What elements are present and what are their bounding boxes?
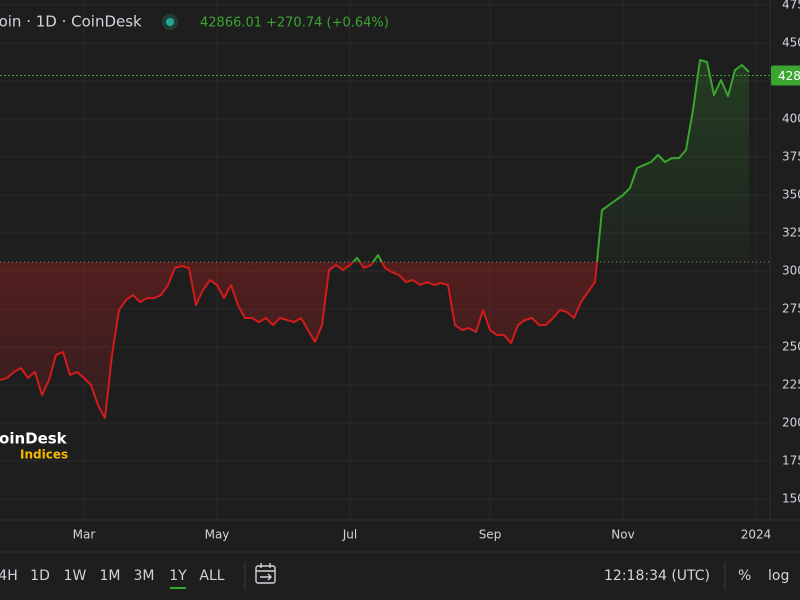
date-range-button[interactable] <box>255 563 276 584</box>
x-tick-label: May <box>205 528 230 542</box>
plot-area <box>0 59 770 419</box>
toolbar: 4H 1D 1W 1M 3M 1Y ALL <box>0 568 225 589</box>
grid <box>0 0 770 520</box>
range-button[interactable]: ALL <box>199 568 224 584</box>
y-tick-label: 22500 <box>782 378 800 392</box>
y-tick-label: 30000 <box>782 264 800 278</box>
x-tick-label: Jul <box>342 528 357 542</box>
watermark-brand: CoinDesk <box>0 430 68 448</box>
x-tick-label: Nov <box>611 528 634 542</box>
calendar-icon[interactable] <box>255 565 276 584</box>
range-button[interactable]: 1M <box>100 568 121 584</box>
y-tick-label: 20000 <box>782 416 800 430</box>
range-button[interactable]: 1D <box>30 568 50 584</box>
x-tick-label: Sep <box>479 528 502 542</box>
y-tick-label: 45000 <box>782 36 800 50</box>
y-tick-label: 27500 <box>782 302 800 316</box>
last-price-box <box>771 65 800 86</box>
last-price-axis-label: 42866.01 <box>778 69 800 83</box>
price-change: +270.74 (+0.64%) <box>266 16 389 31</box>
log-toggle[interactable]: log <box>768 568 789 584</box>
range-button[interactable]: 4H <box>0 568 18 584</box>
symbol-title: Bitcoin · 1D · CoinDesk <box>0 13 142 31</box>
range-button[interactable]: 3M <box>134 568 155 584</box>
y-tick-label: 32500 <box>782 226 800 240</box>
percent-toggle[interactable]: % <box>738 568 751 584</box>
range-button[interactable]: 1W <box>64 568 87 584</box>
y-tick-label: 17500 <box>782 454 800 468</box>
price-line <box>0 59 750 419</box>
y-tick-label: 37500 <box>782 150 800 164</box>
axes: 15000 17500 20000 22500 25000 27500 30000 32500… <box>73 0 800 542</box>
clock: 12:18:34 (UTC) <box>604 568 710 584</box>
calendar-icon-arrow[interactable] <box>260 573 272 581</box>
last-price: 42866.01 <box>200 16 262 31</box>
range-button[interactable]: 1Y <box>169 568 187 584</box>
y-tick-label: 40000 <box>782 112 800 126</box>
x-tick-label: 2024 <box>741 528 772 542</box>
y-tick-label: 25000 <box>782 340 800 354</box>
y-tick-label: 35000 <box>782 188 800 202</box>
status-dot <box>166 18 174 26</box>
y-tick-label: 15000 <box>782 492 800 506</box>
watermark-sub: Indices <box>20 448 68 462</box>
x-tick-label: Mar <box>73 528 96 542</box>
y-tick-label: 47500 <box>782 0 800 12</box>
